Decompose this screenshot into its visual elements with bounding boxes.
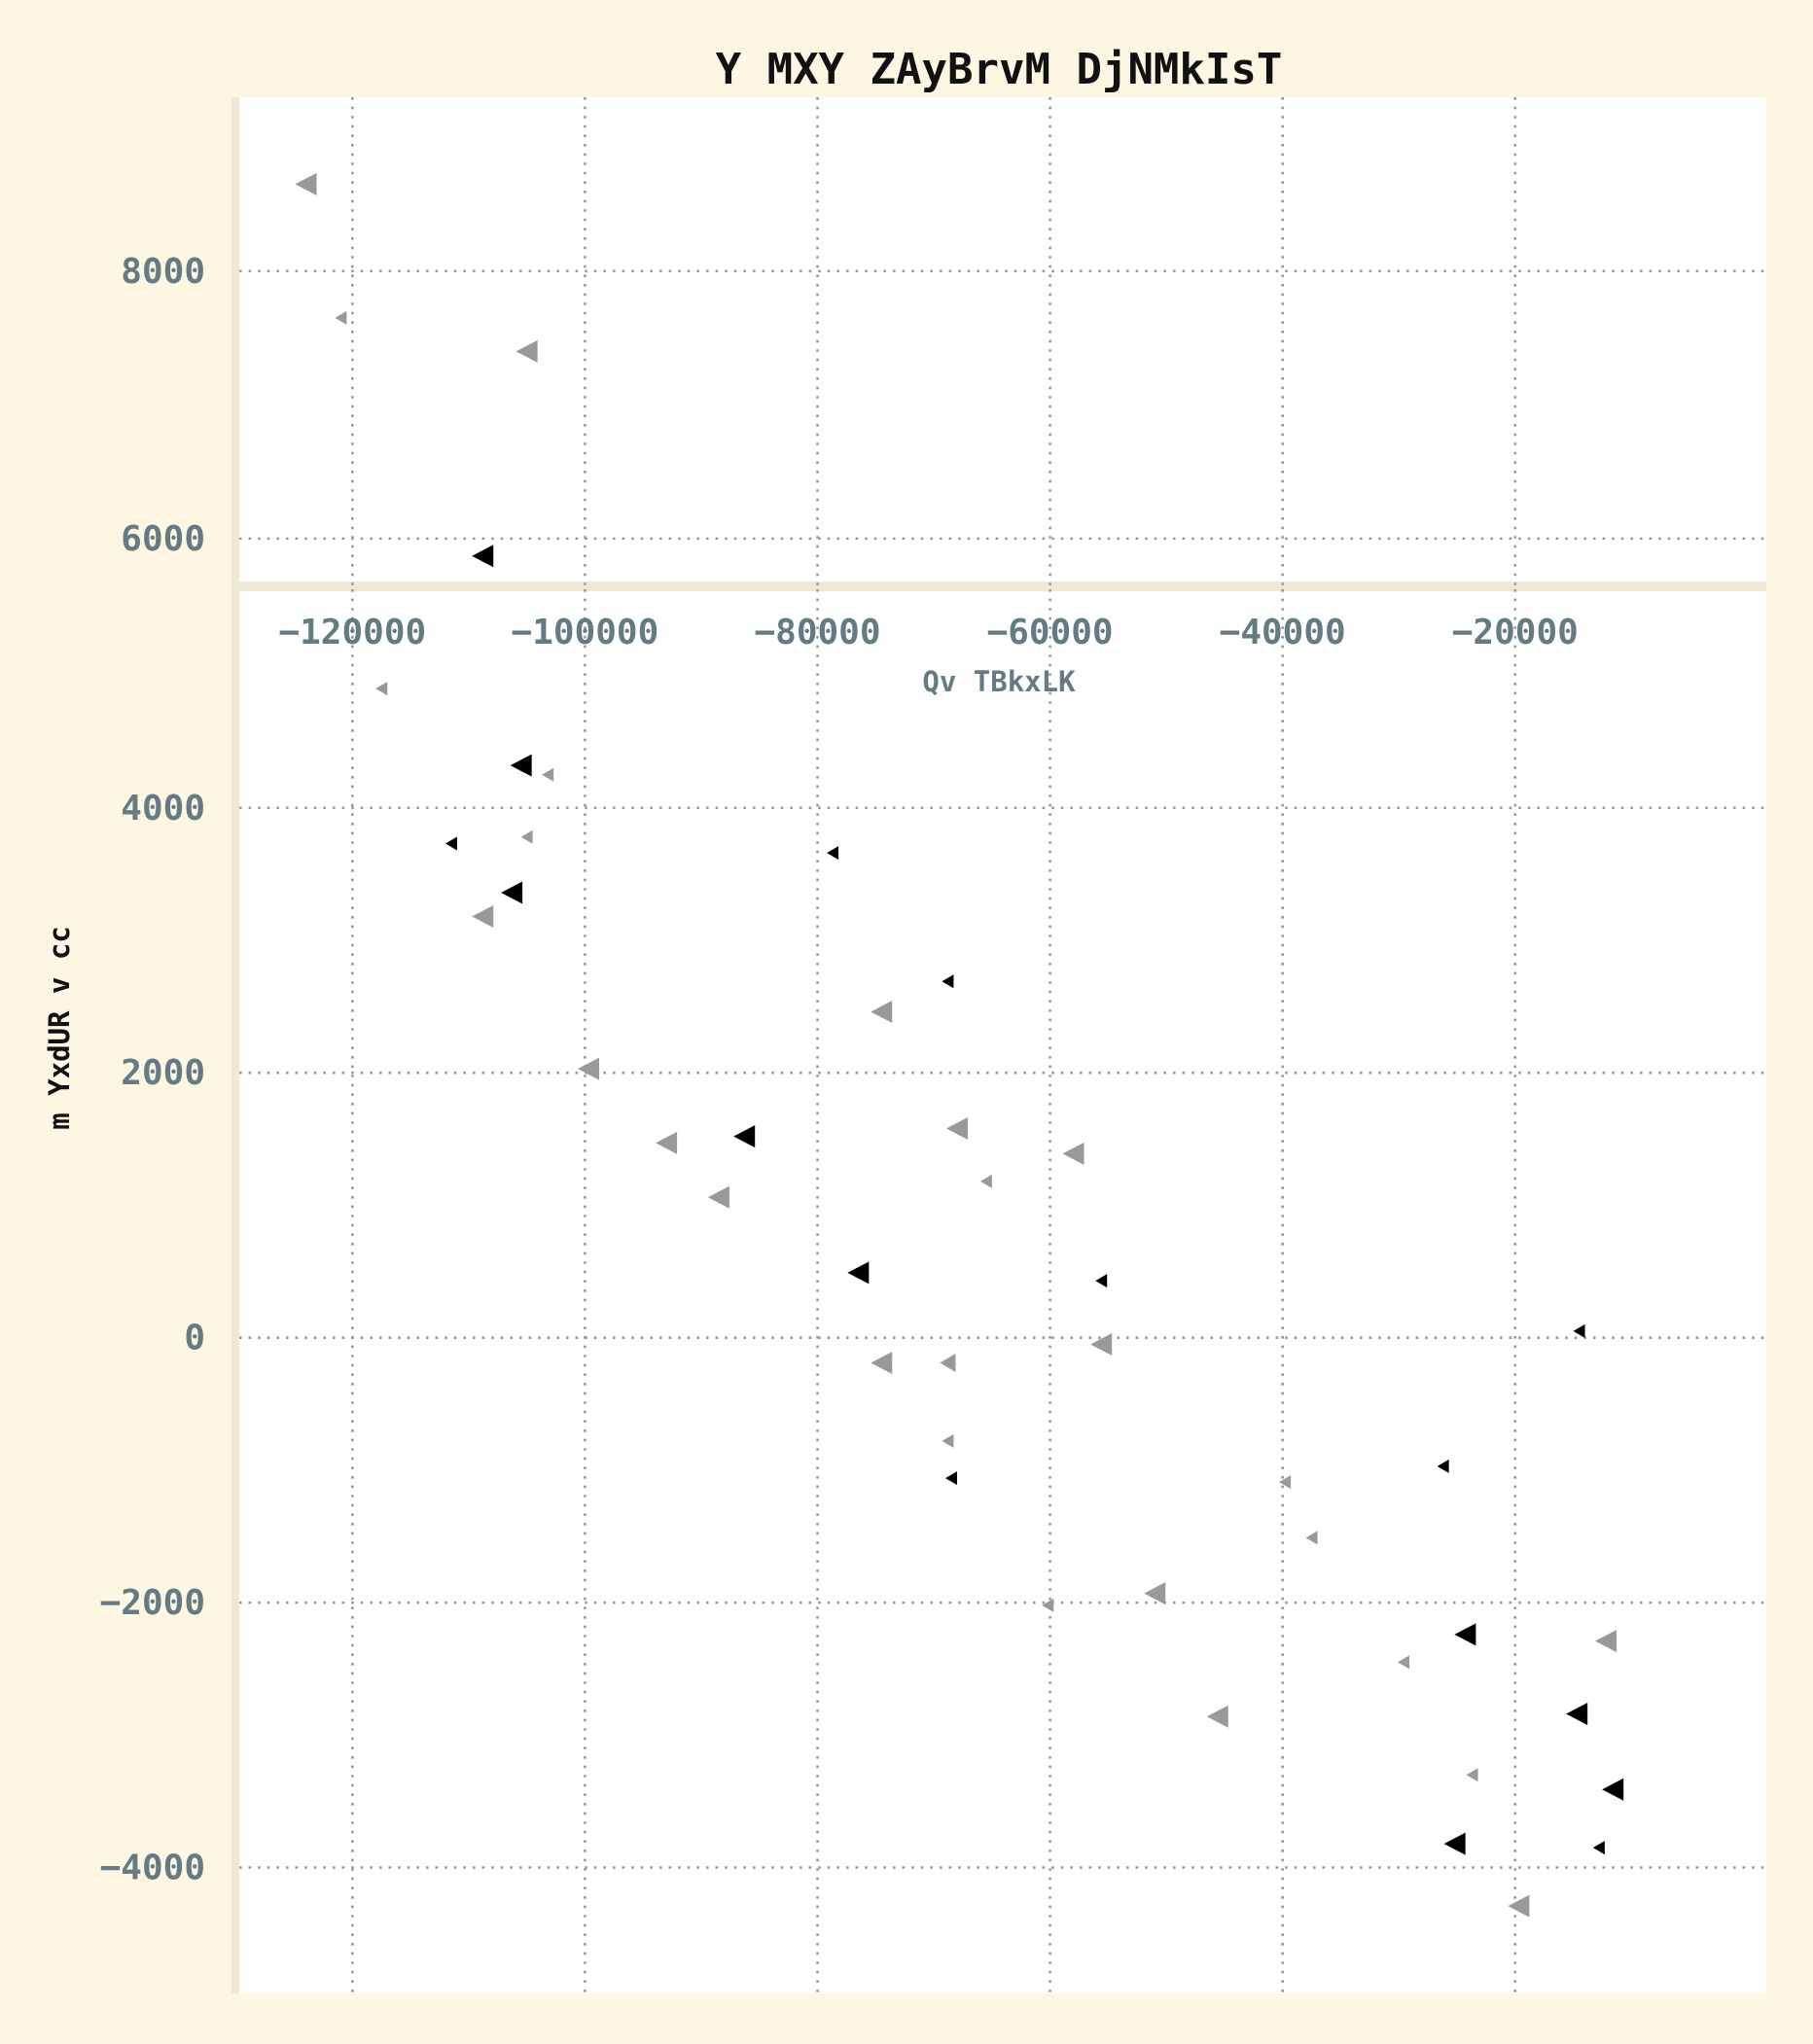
y-axis-label: m YxdUR v cc <box>43 926 76 1130</box>
data-point-series-1 <box>945 1116 968 1140</box>
data-point-series-1 <box>1042 1598 1054 1612</box>
data-point-series-2 <box>1437 1459 1449 1473</box>
data-point-series-2 <box>942 974 954 989</box>
y-tick-label: 6000 <box>121 519 205 559</box>
data-point-series-2 <box>1454 1623 1476 1646</box>
y-tick-label: 2000 <box>121 1053 205 1093</box>
data-point-series-1 <box>1206 1705 1228 1728</box>
data-point-series-2 <box>944 1471 957 1486</box>
ticks-layer: −120000 −100000 −80000 −60000 −40000 −2000060… <box>100 252 1579 1888</box>
x-tick-label: −120000 <box>278 613 426 652</box>
data-point-series-1 <box>1466 1768 1478 1782</box>
x-tick-label: −40000 <box>1220 613 1346 652</box>
data-point-series-1 <box>1595 1630 1617 1653</box>
data-point-series-2 <box>1573 1323 1585 1338</box>
x-axis-label: Qv TBkxLK <box>922 665 1076 698</box>
data-point-series-1 <box>707 1185 729 1209</box>
data-point-series-1 <box>871 1352 893 1375</box>
axis-break-bar <box>231 581 1766 591</box>
points-layer <box>295 172 1624 1918</box>
data-point-series-1 <box>295 172 317 195</box>
data-point-series-1 <box>1090 1332 1113 1356</box>
x-tick-label: −60000 <box>987 613 1114 652</box>
data-point-series-1 <box>520 829 533 844</box>
x-tick-label: −100000 <box>512 613 659 652</box>
data-point-series-1 <box>472 904 494 928</box>
y-tick-label: −2000 <box>100 1583 205 1623</box>
data-point-series-1 <box>940 1354 956 1373</box>
y-tick-label: 8000 <box>121 252 205 292</box>
data-point-series-1 <box>515 339 538 363</box>
data-point-series-1 <box>1398 1655 1410 1670</box>
data-point-series-2 <box>501 881 523 904</box>
data-point-series-1 <box>375 682 388 696</box>
data-point-series-1 <box>1305 1531 1318 1545</box>
data-point-series-2 <box>472 545 494 568</box>
data-point-series-1 <box>1279 1475 1292 1490</box>
y-tick-label: 4000 <box>121 789 205 828</box>
lower-plot-area <box>231 589 1766 1993</box>
data-point-series-1 <box>1508 1894 1530 1918</box>
data-point-series-2 <box>733 1125 756 1148</box>
y-axis-spine <box>231 97 239 1993</box>
x-tick-label: −20000 <box>1452 613 1579 652</box>
data-point-series-2 <box>847 1261 870 1285</box>
data-point-series-1 <box>1062 1142 1084 1165</box>
data-point-series-1 <box>871 1001 893 1024</box>
data-point-series-2 <box>444 836 457 851</box>
grid-layer <box>239 97 1766 1993</box>
data-point-series-1 <box>942 1433 954 1448</box>
data-point-series-2 <box>1095 1274 1108 1288</box>
chart-title: Y MXY ZAyBrvM DjNMkIsT <box>716 45 1283 94</box>
data-point-series-2 <box>1592 1841 1605 1855</box>
data-point-series-1 <box>335 310 347 325</box>
data-point-series-2 <box>510 754 532 777</box>
data-point-series-1 <box>656 1131 678 1154</box>
data-point-series-1 <box>1144 1582 1166 1605</box>
y-tick-label: −4000 <box>100 1849 205 1888</box>
data-point-series-2 <box>827 846 839 861</box>
data-point-series-1 <box>979 1174 992 1188</box>
upper-plot-area <box>231 97 1766 585</box>
data-point-series-2 <box>1443 1832 1466 1855</box>
y-tick-label: 0 <box>184 1319 205 1358</box>
x-tick-label: −80000 <box>754 613 880 652</box>
data-point-series-2 <box>1566 1703 1588 1726</box>
data-point-series-2 <box>1602 1778 1624 1801</box>
data-point-series-1 <box>578 1057 600 1080</box>
data-point-series-1 <box>542 767 554 782</box>
